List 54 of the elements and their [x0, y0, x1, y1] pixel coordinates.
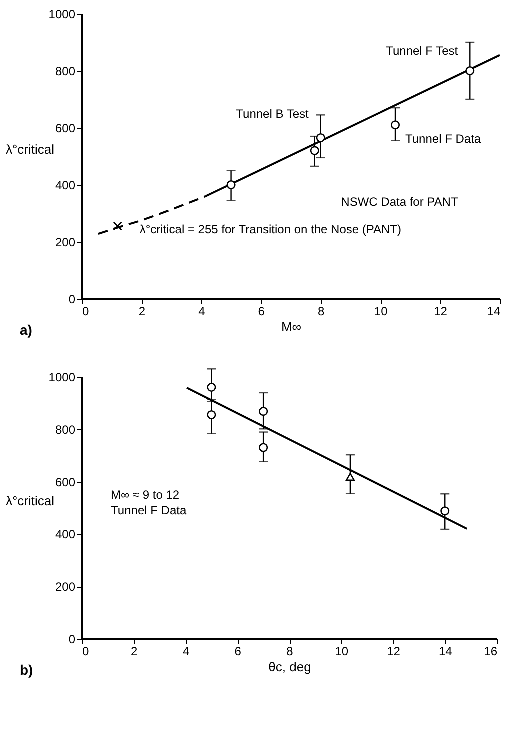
- x-axis-title: θc, deg: [268, 660, 312, 674]
- annotation: M∞ ≈ 9 to 12: [111, 488, 180, 502]
- y-tick-label: 1000: [48, 8, 76, 22]
- annotation: Tunnel F Data: [406, 132, 482, 146]
- y-tick-label: 0: [68, 292, 76, 306]
- y-tick-label: 200: [55, 580, 76, 594]
- x-tick-label: 4: [182, 644, 190, 658]
- y-tick-label: 200: [55, 236, 76, 250]
- x-tick-label: 6: [258, 304, 266, 318]
- y-tick-label: 1000: [48, 370, 76, 384]
- annotation: Tunnel B Test: [236, 106, 310, 121]
- point: [346, 473, 355, 482]
- x-tick-label: 14: [487, 304, 501, 318]
- point: [226, 180, 236, 190]
- point: [207, 410, 216, 420]
- y-tick-label: 800: [55, 422, 76, 437]
- point: [316, 133, 326, 142]
- x-tick-label: 2: [138, 304, 146, 318]
- x-tick-label: 0: [82, 644, 90, 658]
- x-tick-label: 4: [198, 304, 206, 318]
- text: a): [20, 322, 32, 338]
- point: [113, 222, 122, 231]
- y-tick-label: 400: [55, 528, 76, 542]
- text: b): [20, 662, 34, 678]
- point: [310, 146, 320, 156]
- x-tick-label: 14: [438, 644, 453, 658]
- annotation: NSWC Data for PANT: [341, 195, 459, 210]
- x-tick-label: 8: [318, 304, 326, 318]
- annotation: Tunnel F Test: [386, 44, 459, 58]
- y-axis-title: λ°critical: [6, 494, 55, 508]
- y-axis-title: λ°critical: [6, 142, 55, 157]
- point: [259, 443, 268, 452]
- point: [390, 120, 400, 130]
- annotation: Tunnel F Data: [111, 504, 187, 518]
- x-tick-label: 16: [484, 644, 498, 658]
- x-tick-label: 10: [374, 304, 388, 318]
- y-tick-label: 600: [55, 122, 76, 136]
- annotation: λ°critical = 255 for Transition on the Nose (PANT): [140, 222, 402, 236]
- x-tick-label: 12: [387, 644, 401, 658]
- point: [440, 506, 450, 516]
- y-tick-label: 600: [55, 475, 76, 490]
- y-tick-label: 800: [55, 64, 76, 78]
- y-tick-label: 0: [68, 632, 76, 646]
- y-tick-label: 400: [55, 178, 76, 192]
- x-axis-title: M∞: [281, 320, 302, 334]
- x-tick-label: 10: [335, 644, 349, 658]
- point: [207, 382, 216, 392]
- x-tick-label: 0: [82, 304, 90, 318]
- x-tick-label: 12: [434, 304, 448, 318]
- x-tick-label: 2: [131, 644, 138, 658]
- point: [466, 66, 475, 76]
- x-tick-label: 6: [234, 644, 242, 658]
- point: [259, 407, 268, 416]
- x-tick-label: 8: [286, 644, 294, 658]
